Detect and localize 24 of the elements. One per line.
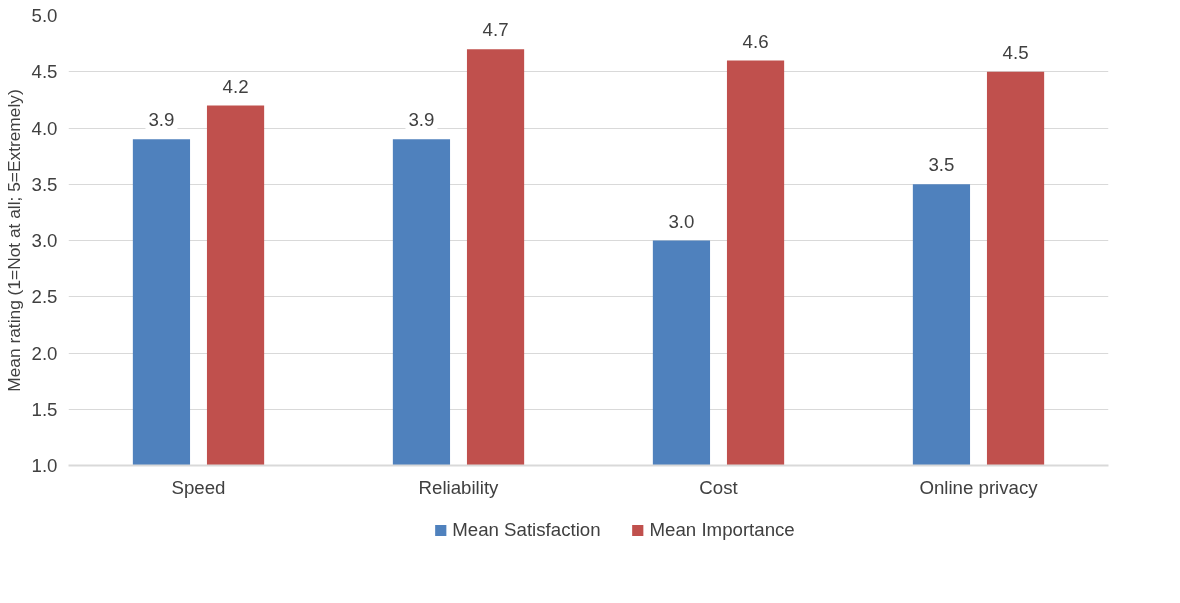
y-tick-label: 5.0 xyxy=(31,5,58,26)
data-label: 4.6 xyxy=(742,30,769,52)
data-label: 3.5 xyxy=(928,154,955,176)
y-tick-label: 2.0 xyxy=(31,342,58,364)
legend-label: Mean Importance xyxy=(649,519,795,541)
y-tick-label: 4.5 xyxy=(31,61,58,83)
x-tick-label: Speed xyxy=(171,476,226,498)
y-tick-label: 3.5 xyxy=(31,173,58,195)
y-tick-label: 2.5 xyxy=(31,286,58,308)
data-label: 4.5 xyxy=(1002,41,1029,63)
data-label: 4.2 xyxy=(222,75,249,97)
x-tick-label: Online privacy xyxy=(919,476,1039,498)
y-tick-label: 1.0 xyxy=(31,455,58,476)
data-label: 3.9 xyxy=(148,109,175,131)
legend-label: Mean Satisfaction xyxy=(452,519,601,541)
y-tick-label: 1.5 xyxy=(31,398,58,420)
data-label: 3.0 xyxy=(668,210,695,232)
y-tick-label: 3.0 xyxy=(31,230,58,251)
x-tick-label: Reliability xyxy=(418,476,500,498)
y-axis-title: Mean rating (1=Not at all; 5=Extremely) xyxy=(3,89,24,392)
data-label: 3.9 xyxy=(408,109,435,131)
x-tick-label: Cost xyxy=(699,476,739,498)
y-tick-label: 4.0 xyxy=(31,117,58,139)
data-label: 4.7 xyxy=(482,19,509,41)
